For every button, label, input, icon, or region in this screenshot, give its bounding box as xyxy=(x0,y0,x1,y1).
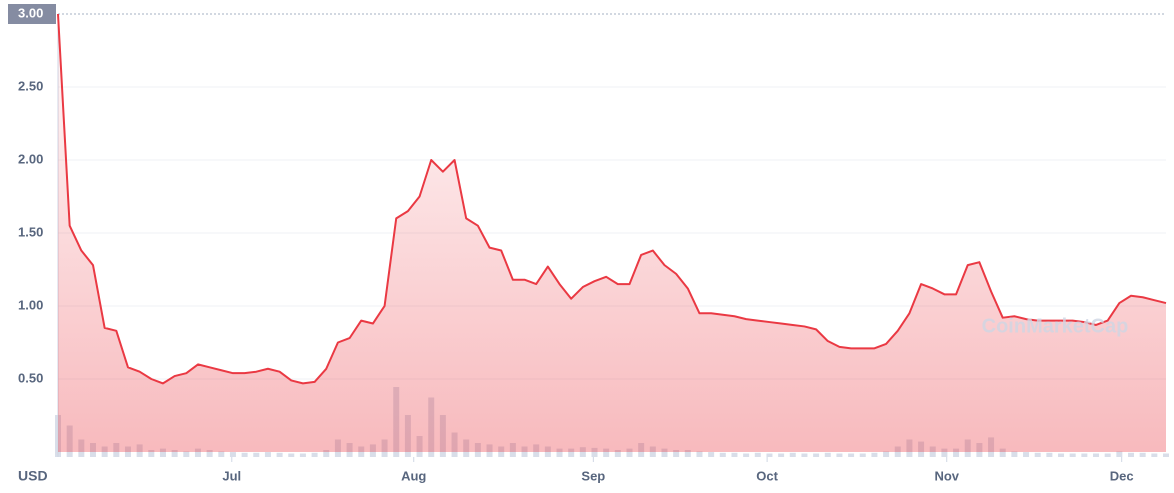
volume-bar xyxy=(813,453,820,457)
volume-bar xyxy=(591,447,598,457)
volume-bar xyxy=(859,453,866,457)
volume-bar xyxy=(1104,453,1111,457)
volume-bar xyxy=(696,451,703,457)
volume-bar xyxy=(719,452,726,457)
volume-bar xyxy=(789,452,796,457)
volume-bar xyxy=(194,448,201,457)
volume-bar xyxy=(1034,452,1041,457)
y-tick-badge xyxy=(8,4,56,24)
volume-bar xyxy=(229,452,236,457)
volume-bar xyxy=(253,452,260,457)
volume-bar xyxy=(1011,451,1018,457)
volume-bar xyxy=(159,448,166,457)
volume-bar xyxy=(743,453,750,457)
volume-bar xyxy=(708,452,715,457)
volume-bar xyxy=(1046,452,1053,457)
volume-bar xyxy=(661,448,668,457)
volume-bar xyxy=(579,447,586,457)
volume-bar xyxy=(264,452,271,457)
volume-bar xyxy=(766,453,773,457)
y-tick-label: 3.00 xyxy=(18,5,43,20)
volume-bar xyxy=(848,453,855,457)
volume-bar xyxy=(614,450,621,457)
volume-bar xyxy=(778,453,785,457)
x-tick-label: Dec xyxy=(1110,468,1134,483)
volume-bar xyxy=(953,448,960,457)
volume-bar xyxy=(311,452,318,457)
volume-bar xyxy=(1116,451,1123,457)
volume-bar xyxy=(883,451,890,457)
x-tick-label: Sep xyxy=(581,468,605,483)
x-tick-label: Nov xyxy=(934,468,959,483)
y-tick-label: 1.00 xyxy=(18,297,43,312)
volume-bar xyxy=(323,450,330,457)
volume-bar xyxy=(1058,453,1065,457)
volume-bar xyxy=(941,448,948,457)
volume-bar xyxy=(603,448,610,457)
volume-bar xyxy=(148,450,155,457)
volume-bar xyxy=(1093,453,1100,457)
volume-bar xyxy=(288,453,295,457)
volume-bar xyxy=(754,452,761,457)
volume-bar xyxy=(1163,453,1169,457)
volume-bar xyxy=(836,453,843,457)
price-line xyxy=(57,13,1167,385)
volume-bar xyxy=(1139,452,1146,457)
volume-bar xyxy=(999,448,1006,457)
y-tick-label: 1.50 xyxy=(18,224,43,239)
volume-bar xyxy=(1151,453,1158,457)
volume-bar xyxy=(673,450,680,457)
area xyxy=(58,14,1166,452)
y-tick-label: 2.50 xyxy=(18,78,43,93)
volume-bar xyxy=(1081,453,1088,457)
x-tick-label: Jul xyxy=(222,468,241,483)
volume-bar xyxy=(171,450,178,457)
y-tick-label: 0.50 xyxy=(18,370,43,385)
volume-bar xyxy=(183,451,190,457)
volume-bar xyxy=(1023,452,1030,457)
volume-bar xyxy=(556,448,563,457)
volume-bar xyxy=(871,452,878,457)
volume-bar xyxy=(731,452,738,457)
volume-bar xyxy=(568,448,575,457)
volume-bar xyxy=(218,451,225,457)
volume-bar xyxy=(801,453,808,457)
y-tick-label: 2.00 xyxy=(18,151,43,166)
volume-bar xyxy=(276,452,283,457)
volume-bar xyxy=(299,453,306,457)
x-tick-label: Aug xyxy=(401,468,426,483)
watermark: CoinMarketCap xyxy=(982,315,1129,337)
volume-bar xyxy=(824,452,831,457)
volume-bar xyxy=(241,452,248,457)
volume-bar xyxy=(1069,453,1076,457)
volume-bar xyxy=(206,450,213,457)
volume-bar xyxy=(1128,452,1135,457)
y-unit: USD xyxy=(18,468,48,484)
volume-bar xyxy=(626,448,633,457)
x-tick-label: Oct xyxy=(756,468,778,483)
volume-bar xyxy=(684,450,691,457)
